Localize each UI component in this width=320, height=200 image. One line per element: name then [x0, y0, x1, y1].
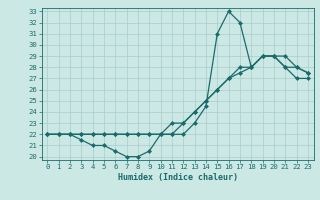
X-axis label: Humidex (Indice chaleur): Humidex (Indice chaleur)	[118, 173, 237, 182]
